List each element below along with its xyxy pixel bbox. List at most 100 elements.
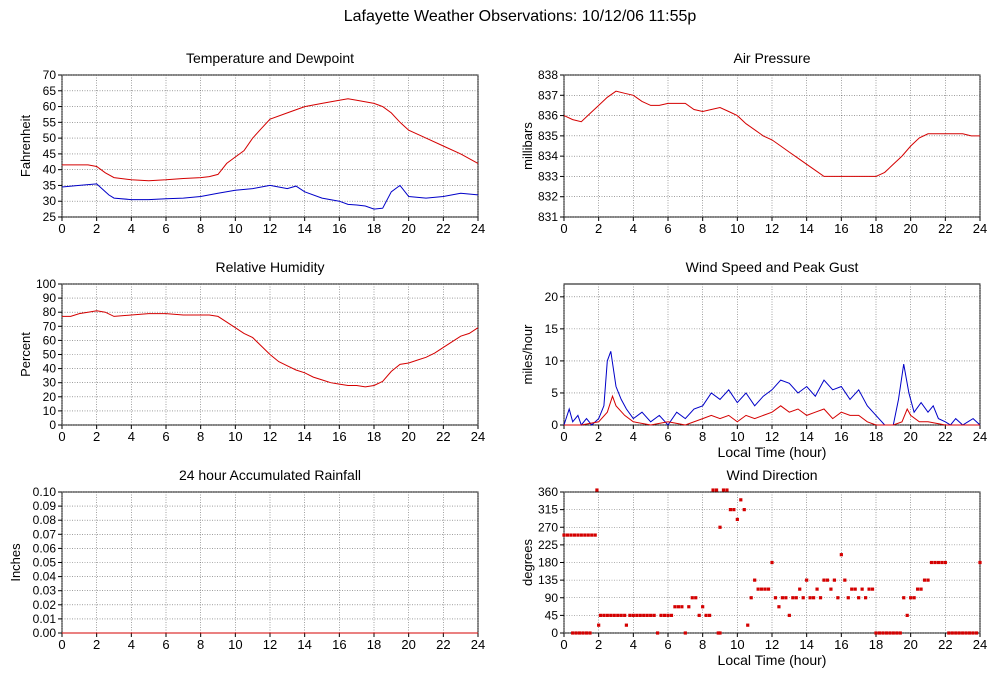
y-axis-label: millibars xyxy=(520,122,535,170)
data-point xyxy=(565,533,570,537)
y-tick-label: 10 xyxy=(545,354,559,368)
x-tick-label: 24 xyxy=(471,429,485,444)
x-tick-label: 6 xyxy=(162,637,169,652)
x-tick-label: 8 xyxy=(197,637,204,652)
data-point xyxy=(822,578,826,582)
data-point xyxy=(746,623,750,627)
chart-title: 24 hour Accumulated Rainfall xyxy=(179,467,361,483)
x-tick-label: 2 xyxy=(93,429,100,444)
data-point xyxy=(978,560,982,565)
data-point xyxy=(593,533,597,537)
data-point xyxy=(950,631,954,635)
x-tick-label: 14 xyxy=(297,221,311,236)
data-point xyxy=(929,560,934,565)
x-tick-label: 14 xyxy=(799,221,813,236)
data-point xyxy=(619,613,623,617)
y-tick-label: 0.04 xyxy=(33,570,57,584)
x-tick-label: 14 xyxy=(799,637,813,652)
data-point xyxy=(579,533,583,537)
x-tick-label: 0 xyxy=(560,637,567,652)
data-point xyxy=(605,613,609,617)
data-point xyxy=(735,517,739,522)
x-tick-label: 12 xyxy=(263,221,277,236)
y-tick-label: 15 xyxy=(545,322,559,336)
chart-title: Wind Speed and Peak Gust xyxy=(686,259,859,275)
data-point xyxy=(711,488,715,492)
data-point xyxy=(843,578,847,582)
y-tick-label: 833 xyxy=(538,169,558,183)
data-point xyxy=(825,578,830,582)
chart-title: Temperature and Dewpoint xyxy=(186,50,354,66)
y-tick-label: 5 xyxy=(551,386,558,400)
x-tick-label: 10 xyxy=(730,221,744,236)
y-tick-label: 65 xyxy=(43,84,57,98)
data-point xyxy=(870,587,875,591)
x-tick-label: 18 xyxy=(869,637,883,652)
x-tick-label: 0 xyxy=(560,429,567,444)
y-tick-label: 180 xyxy=(538,556,558,570)
y-tick-label: 0.07 xyxy=(33,527,57,541)
data-point xyxy=(888,631,892,635)
x-tick-label: 4 xyxy=(630,221,637,236)
x-tick-label: 8 xyxy=(699,637,706,652)
data-point xyxy=(616,613,620,617)
x-tick-label: 24 xyxy=(973,221,987,236)
data-point xyxy=(763,587,767,591)
y-axis-label: degrees xyxy=(520,539,535,586)
y-tick-label: 0.00 xyxy=(33,626,57,640)
data-point xyxy=(909,596,913,600)
x-tick-label: 14 xyxy=(799,429,813,444)
data-point xyxy=(588,631,592,635)
y-tick-label: 10 xyxy=(43,404,57,418)
x-tick-label: 2 xyxy=(595,637,602,652)
data-point xyxy=(642,613,646,617)
x-tick-label: 12 xyxy=(765,429,779,444)
data-point xyxy=(666,613,670,617)
y-axis-label: miles/hour xyxy=(520,324,535,385)
data-point xyxy=(787,613,791,617)
y-tick-label: 100 xyxy=(36,277,56,291)
data-point xyxy=(864,596,868,600)
data-point xyxy=(943,560,947,565)
data-point xyxy=(659,613,663,617)
y-tick-label: 834 xyxy=(538,149,558,163)
data-point xyxy=(853,587,857,591)
y-tick-label: 40 xyxy=(43,362,57,376)
y-tick-label: 0.10 xyxy=(33,485,57,499)
data-point xyxy=(721,488,726,492)
y-tick-label: 831 xyxy=(538,210,558,224)
x-tick-label: 24 xyxy=(471,637,485,652)
x-tick-label: 4 xyxy=(128,637,135,652)
data-point xyxy=(718,525,722,529)
data-point xyxy=(571,631,575,635)
data-point xyxy=(581,631,585,635)
data-point xyxy=(839,553,843,557)
data-point xyxy=(760,587,764,591)
x-tick-label: 24 xyxy=(973,429,987,444)
data-point xyxy=(794,596,798,600)
data-point xyxy=(669,613,674,617)
data-point xyxy=(881,631,885,635)
x-tick-label: 16 xyxy=(834,221,848,236)
data-point xyxy=(919,587,923,591)
y-tick-label: 0.06 xyxy=(33,541,57,555)
data-point xyxy=(739,498,743,502)
data-point xyxy=(576,533,580,537)
x-tick-label: 6 xyxy=(162,429,169,444)
x-tick-label: 10 xyxy=(730,429,744,444)
data-point xyxy=(784,596,788,600)
data-point xyxy=(916,587,920,591)
data-point xyxy=(957,631,961,635)
data-point xyxy=(583,533,587,537)
series-line-1 xyxy=(62,98,479,182)
y-tick-label: 90 xyxy=(545,591,559,605)
data-point xyxy=(812,596,816,600)
data-point xyxy=(728,508,732,512)
data-point xyxy=(562,533,566,537)
x-tick-label: 12 xyxy=(263,637,277,652)
y-tick-label: 835 xyxy=(538,129,558,143)
data-point xyxy=(716,631,720,635)
x-tick-label: 20 xyxy=(903,221,917,236)
